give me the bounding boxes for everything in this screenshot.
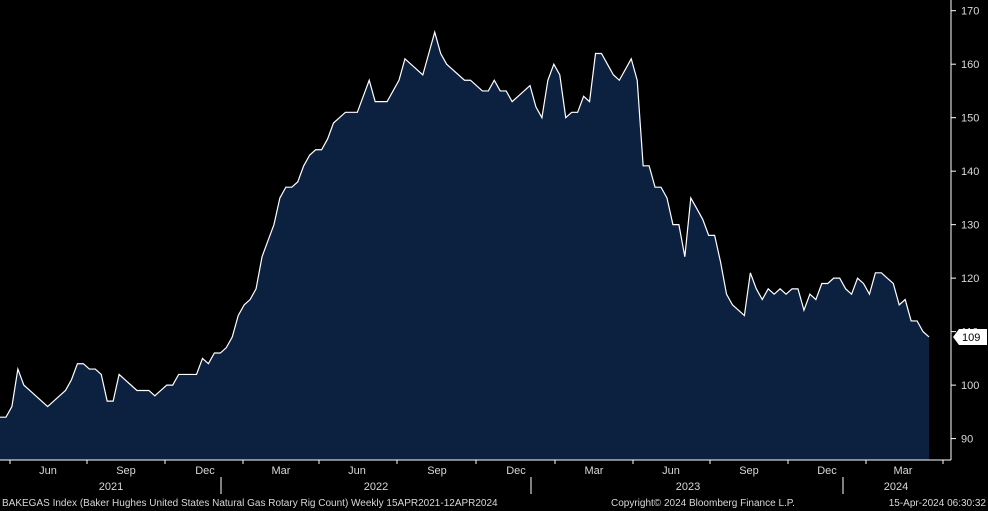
series-area-fill <box>0 32 929 461</box>
x-month-label: Mar <box>272 465 291 477</box>
x-year-label: 2024 <box>884 481 908 493</box>
last-value-tag-bg <box>953 328 987 345</box>
y-tick-label: 140 <box>961 166 979 178</box>
y-tick-label: 160 <box>961 59 979 71</box>
x-month-label: Dec <box>195 465 215 477</box>
last-value-label: 109 <box>962 332 980 344</box>
x-month-label: Jun <box>39 465 57 477</box>
x-month-label: Jun <box>662 465 680 477</box>
x-month-label: Jun <box>348 465 366 477</box>
y-tick-label: 100 <box>961 380 979 392</box>
y-tick-label: 120 <box>961 273 979 285</box>
x-month-label: Sep <box>116 465 136 477</box>
y-tick-label: 150 <box>961 113 979 125</box>
x-axis: Jun Sep Dec Mar Jun Sep Dec Mar Jun Sep Dec Mar 2021… <box>0 459 951 494</box>
series-line <box>0 29 930 418</box>
footer-copyright: Copyright© 2024 Bloomberg Finance L.P. <box>611 498 795 509</box>
x-month-label: Dec <box>506 465 526 477</box>
y-tick-label: 170 <box>961 6 979 18</box>
footer: BAKEGAS Index (Baker Hughes United State… <box>2 498 986 509</box>
x-month-label: Sep <box>427 465 447 477</box>
x-month-label: Mar <box>894 465 913 477</box>
x-year-label: 2022 <box>364 481 388 493</box>
x-month-label: Dec <box>817 465 837 477</box>
y-tick-label: 90 <box>961 434 973 446</box>
y-tick-label: 130 <box>961 220 979 232</box>
last-value-tag: 109 <box>953 328 987 345</box>
x-month-label: Sep <box>739 465 759 477</box>
footer-timestamp: 15-Apr-2024 06:30:32 <box>889 498 987 509</box>
x-month-label: Mar <box>585 465 604 477</box>
x-year-label: 2021 <box>99 481 123 493</box>
y-axis: 90100110120130140150160170109 <box>950 0 987 460</box>
footer-source: BAKEGAS Index (Baker Hughes United State… <box>2 498 498 509</box>
plot-area <box>0 29 930 461</box>
x-year-label: 2023 <box>676 481 700 493</box>
